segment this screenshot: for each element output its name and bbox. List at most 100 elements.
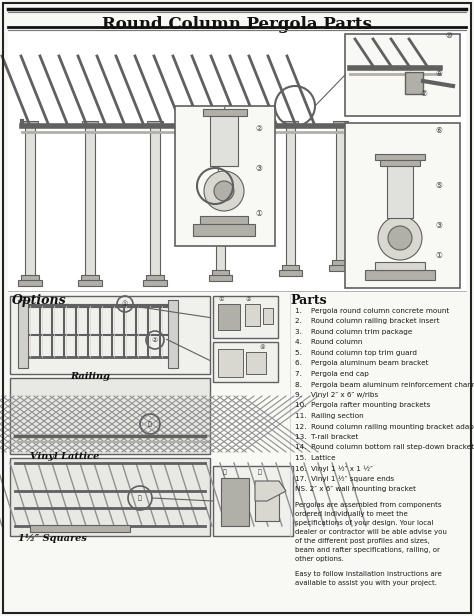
Bar	[147, 121, 163, 126]
Text: ③: ③	[255, 164, 262, 173]
Bar	[336, 126, 345, 261]
Text: ①: ①	[122, 301, 128, 307]
Text: ⑰: ⑰	[258, 469, 262, 475]
Bar	[333, 121, 348, 126]
Text: ②: ②	[246, 297, 252, 302]
Bar	[286, 126, 295, 266]
Bar	[375, 154, 425, 160]
Bar	[375, 262, 425, 270]
Text: Parts: Parts	[290, 294, 327, 307]
Bar	[283, 121, 298, 126]
Text: 11.  Railing section: 11. Railing section	[295, 413, 364, 419]
Bar	[380, 158, 420, 166]
Bar	[213, 466, 293, 536]
Bar	[82, 121, 98, 126]
Bar	[345, 34, 460, 116]
Bar	[245, 304, 260, 326]
Text: 4.    Round column: 4. Round column	[295, 339, 363, 346]
Bar	[22, 121, 38, 126]
Text: ⑤: ⑤	[435, 181, 442, 190]
Bar	[146, 275, 164, 281]
Text: ⑧: ⑧	[435, 69, 442, 78]
Text: 6.    Pergola aluminum beam bracket: 6. Pergola aluminum beam bracket	[295, 360, 428, 367]
Text: 14.  Round column bottom rail step-down bracket: 14. Round column bottom rail step-down b…	[295, 445, 474, 450]
Text: ⑯: ⑯	[223, 469, 227, 475]
Text: ⑦: ⑦	[420, 89, 427, 98]
Text: 9.    Vinyl 2″ x 6″ w/ribs: 9. Vinyl 2″ x 6″ w/ribs	[295, 392, 378, 398]
Bar	[213, 342, 278, 382]
Circle shape	[204, 171, 244, 211]
Text: beam and rafter specifications, railing, or: beam and rafter specifications, railing,…	[295, 547, 440, 553]
Text: 5.    Round column top trim guard: 5. Round column top trim guard	[295, 350, 417, 356]
Text: ③: ③	[435, 221, 442, 230]
Bar	[329, 265, 352, 271]
Text: 17.  Vinyl 1 ½″ square ends: 17. Vinyl 1 ½″ square ends	[295, 476, 394, 482]
Bar	[8, 32, 466, 291]
Text: 1½″ Squares: 1½″ Squares	[18, 534, 87, 543]
Bar	[21, 275, 39, 281]
Bar	[345, 123, 460, 288]
Bar	[81, 275, 99, 281]
Bar	[25, 126, 35, 276]
Text: ②: ②	[255, 124, 262, 133]
Text: 7.    Pergola end cap: 7. Pergola end cap	[295, 371, 369, 377]
Text: 15.  Lattice: 15. Lattice	[295, 455, 336, 461]
Bar	[332, 260, 349, 266]
Text: ②: ②	[152, 337, 158, 343]
Text: 12.  Round column railing mounting bracket adapter (set): 12. Round column railing mounting bracke…	[295, 424, 474, 430]
Bar	[218, 304, 240, 330]
Bar	[365, 270, 435, 280]
Bar	[18, 300, 28, 368]
Bar	[213, 121, 228, 126]
Bar	[218, 349, 243, 377]
Text: ①: ①	[255, 209, 262, 218]
Bar	[203, 109, 247, 116]
Bar	[18, 280, 42, 286]
Bar	[10, 296, 210, 374]
Bar	[78, 280, 102, 286]
Bar	[168, 300, 178, 368]
Bar	[175, 106, 275, 246]
Text: Vinyl Lattice: Vinyl Lattice	[30, 452, 100, 461]
Polygon shape	[255, 481, 286, 501]
Bar	[255, 481, 279, 521]
Text: 16.  Vinyl 1 ½″ x 1 ½″: 16. Vinyl 1 ½″ x 1 ½″	[295, 466, 373, 472]
Text: ordered individually to meet the: ordered individually to meet the	[295, 511, 408, 517]
Text: ⑥: ⑥	[435, 126, 442, 135]
Bar	[10, 458, 210, 536]
Text: 2.    Round column railing bracket insert: 2. Round column railing bracket insert	[295, 318, 439, 325]
Bar	[279, 270, 302, 276]
Bar	[263, 308, 273, 324]
Bar	[209, 275, 232, 281]
Bar	[143, 280, 167, 286]
Text: ⑩: ⑩	[445, 31, 452, 40]
Bar	[212, 270, 229, 276]
Text: available to assist you with your project.: available to assist you with your projec…	[295, 580, 437, 586]
Text: 8.    Pergola beam aluminum reinforcement channel: 8. Pergola beam aluminum reinforcement c…	[295, 381, 474, 387]
Circle shape	[378, 216, 422, 260]
Bar	[10, 378, 210, 454]
Bar	[387, 163, 413, 218]
Bar	[200, 216, 248, 226]
Circle shape	[214, 181, 234, 201]
Text: 10.  Pergola rafter mounting brackets: 10. Pergola rafter mounting brackets	[295, 402, 430, 408]
Text: ④: ④	[260, 345, 265, 350]
Text: Round Column Pergola Parts: Round Column Pergola Parts	[102, 16, 372, 33]
Text: other options.: other options.	[295, 556, 344, 562]
Text: specifications of your design. Your local: specifications of your design. Your loca…	[295, 520, 433, 526]
Text: of the different post profiles and sizes,: of the different post profiles and sizes…	[295, 538, 430, 544]
Text: ①: ①	[435, 251, 442, 260]
Text: Easy to follow installation instructions are: Easy to follow installation instructions…	[295, 571, 442, 577]
Bar	[405, 72, 423, 94]
Bar	[282, 265, 299, 271]
Bar	[85, 126, 95, 276]
Text: Pergolas are assembled from components: Pergolas are assembled from components	[295, 502, 441, 508]
Text: dealer or contractor will be able advise you: dealer or contractor will be able advise…	[295, 529, 447, 535]
Bar	[210, 111, 238, 166]
Text: 1.    Pergola round column concrete mount: 1. Pergola round column concrete mount	[295, 308, 449, 314]
Bar	[246, 352, 266, 374]
Text: ⑯: ⑯	[138, 495, 142, 501]
Text: NS. 2″ x 6″ wall mounting bracket: NS. 2″ x 6″ wall mounting bracket	[295, 487, 416, 493]
Text: ①: ①	[219, 297, 225, 302]
Bar	[213, 296, 278, 338]
